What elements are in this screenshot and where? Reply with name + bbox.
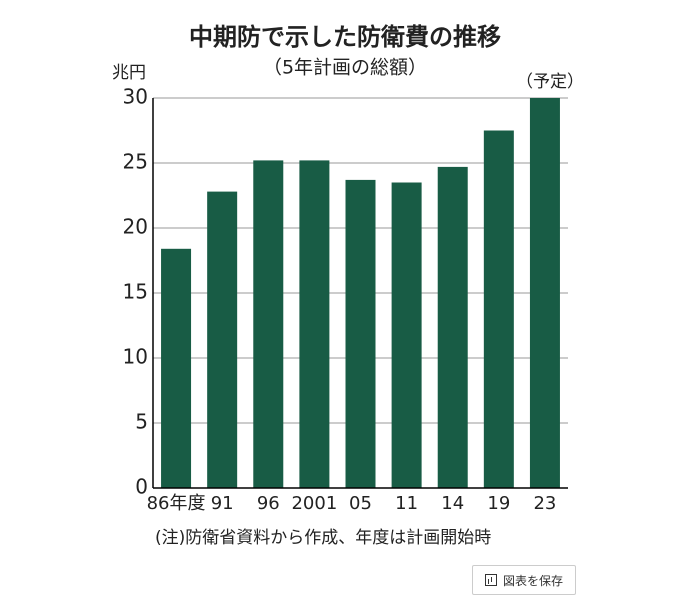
bar [207, 191, 238, 488]
bar [483, 130, 514, 488]
x-tick-label: 96 [257, 493, 280, 514]
bar [299, 160, 330, 488]
x-tick-label: 14 [441, 493, 464, 514]
bar [345, 179, 376, 488]
bar [391, 182, 422, 488]
bar [161, 248, 192, 488]
chart-subtitle: （5年計画の総額） [263, 57, 427, 79]
y-tick-label: 15 [123, 280, 148, 304]
x-tick-label: 05 [349, 493, 372, 514]
y-axis-label: 兆円 [112, 63, 146, 83]
y-tick-label: 10 [123, 345, 148, 369]
y-tick-label: 0 [135, 475, 148, 499]
bar [529, 98, 560, 488]
x-tick-label: 2001 [291, 493, 337, 514]
y-tick-label: 30 [123, 85, 148, 109]
annotation: （予定） [516, 72, 584, 92]
bar [253, 160, 284, 488]
button-label: 図表を保存 [502, 573, 563, 588]
y-tick-label: 5 [135, 410, 148, 434]
x-tick-label: 19 [487, 493, 510, 514]
y-tick-label: 20 [123, 215, 148, 239]
note: (注)防衛省資料から作成、年度は計画開始時 [155, 528, 491, 548]
bar [437, 166, 468, 488]
x-tick-label: 86年度 [147, 493, 206, 514]
chart-title: 中期防で示した防衛費の推移 [189, 23, 501, 51]
chart-icon [484, 574, 497, 586]
x-tick-label: 23 [533, 493, 556, 514]
x-tick-label: 91 [211, 493, 234, 514]
x-tick-label: 11 [395, 493, 418, 514]
save-button[interactable]: 図表を保存 [472, 565, 576, 595]
y-tick-label: 25 [123, 150, 148, 174]
